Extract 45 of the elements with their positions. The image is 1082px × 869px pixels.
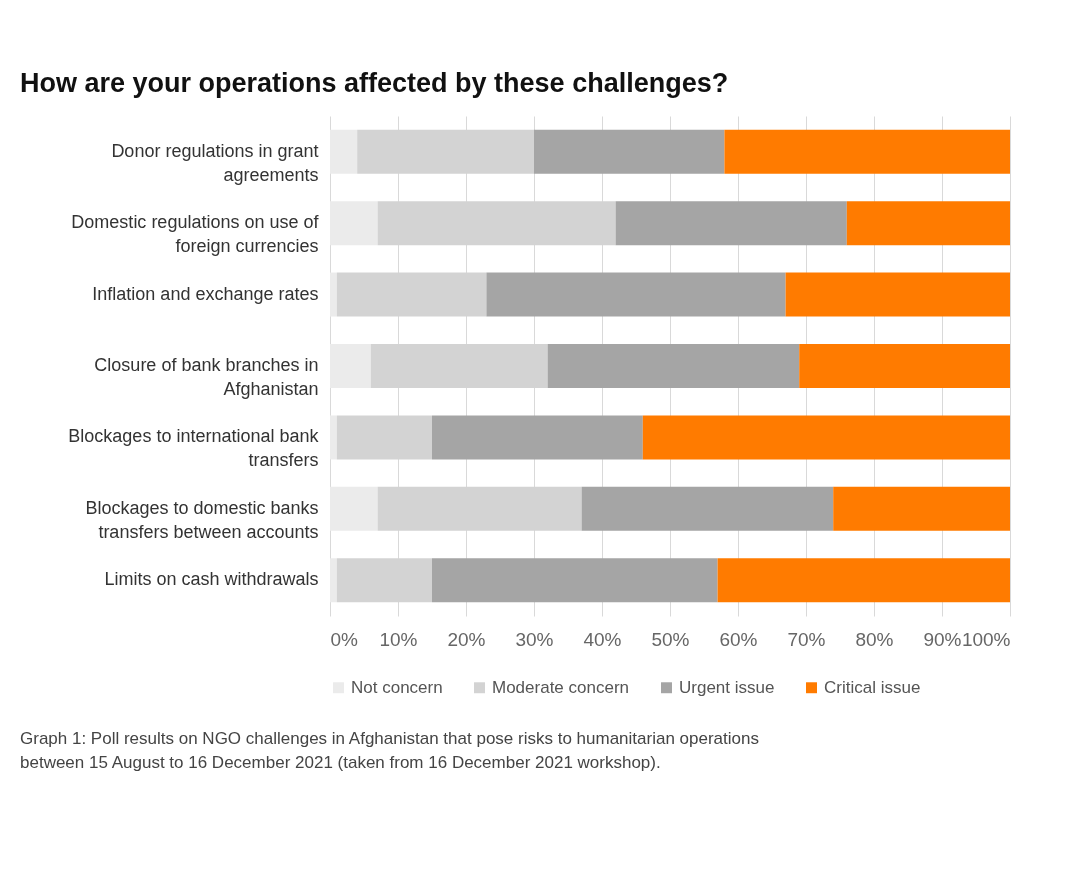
x-tick-label: 50% (651, 628, 690, 650)
x-tick-label: 90% (923, 628, 962, 650)
x-tick-label: 80% (855, 628, 894, 650)
x-tick-label: 20% (447, 628, 486, 650)
bar (534, 129, 725, 174)
legend-label: Moderate concern (492, 677, 630, 697)
y-tick-label: Limits on cash withdrawals (104, 569, 319, 590)
y-tick-label: Blockages to international bank transfers (68, 426, 320, 471)
legend-label: Critical issue (824, 677, 921, 697)
y-tick-label: Inflation and exchange rates (92, 283, 319, 304)
bar (432, 415, 643, 460)
bar (330, 129, 358, 174)
bar (717, 558, 1010, 603)
chart-title: How are your operations affected by these challenges? (20, 68, 729, 98)
bar (547, 344, 800, 388)
caption: Graph 1: Poll results on NGO challenges in Afghanistan that pose risks to humanitarian operations between 15 August to 16 December 2021 (taken from 16 December 2021 workshop). (20, 729, 759, 772)
x-tick-label: 60% (719, 628, 758, 650)
bar (581, 486, 834, 531)
bar (432, 558, 718, 603)
bar (330, 272, 337, 317)
y-tick-label: Domestic regulations on use of foreign currencies (71, 212, 320, 257)
bar (330, 415, 337, 460)
bar (799, 344, 1010, 388)
bar (785, 272, 1010, 317)
x-tick-label: 70% (787, 628, 826, 650)
bar (330, 344, 371, 388)
x-tick-label: 30% (515, 628, 554, 650)
bar (642, 415, 1010, 460)
bar (330, 201, 378, 246)
bar (846, 201, 1010, 246)
legend-label: Not concern (351, 677, 443, 697)
bar (330, 558, 337, 603)
x-tick-label: 10% (379, 628, 418, 650)
bar (724, 129, 1010, 174)
y-tick-label: Blockages to domestic banks transfers between accounts (85, 497, 319, 542)
x-tick-label: 0% (330, 628, 359, 650)
y-tick-label: Donor regulations in grant agreements (111, 140, 319, 185)
x-tick-label: 40% (583, 628, 622, 650)
bar (615, 201, 847, 246)
legend-label: Urgent issue (679, 677, 775, 697)
bar (486, 272, 786, 317)
bar (330, 486, 378, 531)
bar (833, 486, 1010, 531)
x-tick-label: 100% (961, 628, 1011, 650)
y-tick-label: Closure of bank branches in Afghanistan (94, 355, 319, 399)
